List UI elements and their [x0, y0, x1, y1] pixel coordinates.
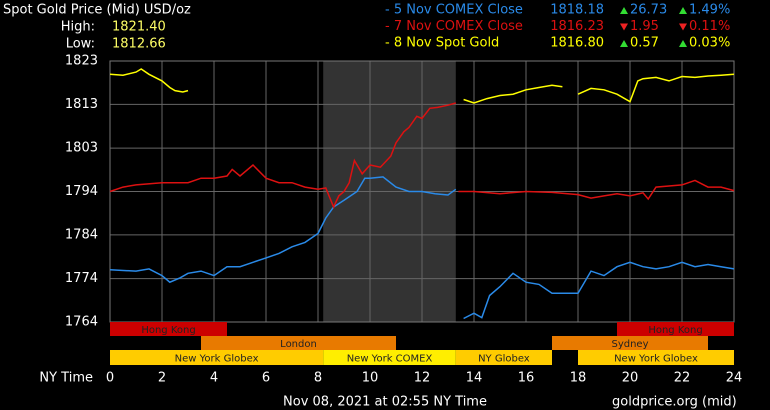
y-tick-label: 1803 [65, 141, 98, 156]
x-tick-label: 6 [262, 371, 270, 386]
up-arrow [620, 40, 628, 47]
session-bar [617, 322, 734, 336]
series-line [109, 176, 735, 320]
x-tick-label: 8 [314, 371, 322, 386]
source: goldprice.org (mid) [612, 395, 737, 410]
y-tick-label: 1764 [65, 315, 98, 330]
session-bar [455, 350, 552, 365]
legend-change: 0.11% [689, 19, 730, 34]
high-label: High: [61, 20, 95, 35]
session-bar [201, 336, 396, 350]
legend-close: 1816.80 [550, 36, 604, 51]
x-tick-label: 20 [622, 371, 639, 386]
y-tick-label: 1784 [65, 227, 98, 242]
legend-entry: - 7 Nov COMEX Close [385, 19, 523, 34]
chart-title: Spot Gold Price (Mid) USD/oz [3, 3, 191, 18]
session-bar [578, 350, 734, 365]
session-label: Hong Kong [648, 325, 702, 336]
up-arrow [679, 40, 687, 47]
x-tick-label: 4 [210, 371, 218, 386]
session-label: New York Globex [175, 354, 259, 365]
session-label: Hong Kong [141, 325, 195, 336]
legend-change: 0.57 [630, 36, 659, 51]
low-value: 1812.66 [112, 37, 166, 52]
series-line [109, 102, 735, 209]
y-tick-label: 1774 [65, 271, 98, 286]
x-tick-label: 10 [362, 371, 379, 386]
low-label: Low: [66, 37, 95, 52]
y-tick-label: 1794 [65, 184, 98, 199]
legend-entry: - 5 Nov COMEX Close [385, 3, 523, 18]
high-value: 1821.40 [112, 20, 166, 35]
legend-change: 1.49% [689, 3, 730, 18]
legend-change: 1.95 [630, 19, 659, 34]
session-label: London [280, 339, 317, 350]
down-arrow [679, 23, 687, 31]
x-tick-label: 22 [674, 371, 691, 386]
x-tick-label: 0 [106, 371, 114, 386]
session-bar [323, 350, 456, 365]
session-label: NY Globex [478, 354, 530, 365]
session-bar [110, 322, 227, 336]
session-label: New York COMEX [347, 354, 433, 365]
up-arrow [679, 7, 687, 14]
y-tick-label: 1823 [65, 54, 98, 69]
down-arrow [620, 23, 628, 31]
x-axis-label: NY Time [39, 371, 93, 386]
footer: Nov 08, 2021 at 02:55 NY Time [283, 395, 487, 410]
x-tick-label: 18 [570, 371, 587, 386]
x-tick-label: 16 [518, 371, 535, 386]
x-tick-label: 12 [414, 371, 431, 386]
legend-entry: - 8 Nov Spot Gold [385, 36, 499, 51]
x-tick-label: 2 [158, 371, 166, 386]
session-label: Sydney [611, 339, 648, 350]
series-line [109, 68, 735, 104]
legend-change: 26.73 [630, 3, 667, 18]
legend-close: 1816.23 [550, 19, 604, 34]
x-tick-label: 24 [726, 371, 743, 386]
legend-change: 0.03% [689, 36, 730, 51]
session-label: New York Globex [614, 354, 698, 365]
x-tick-label: 14 [466, 371, 483, 386]
up-arrow [620, 7, 628, 14]
session-bar [110, 350, 324, 365]
legend-close: 1818.18 [550, 3, 604, 18]
session-bar [552, 336, 708, 350]
y-tick-label: 1813 [65, 97, 98, 112]
